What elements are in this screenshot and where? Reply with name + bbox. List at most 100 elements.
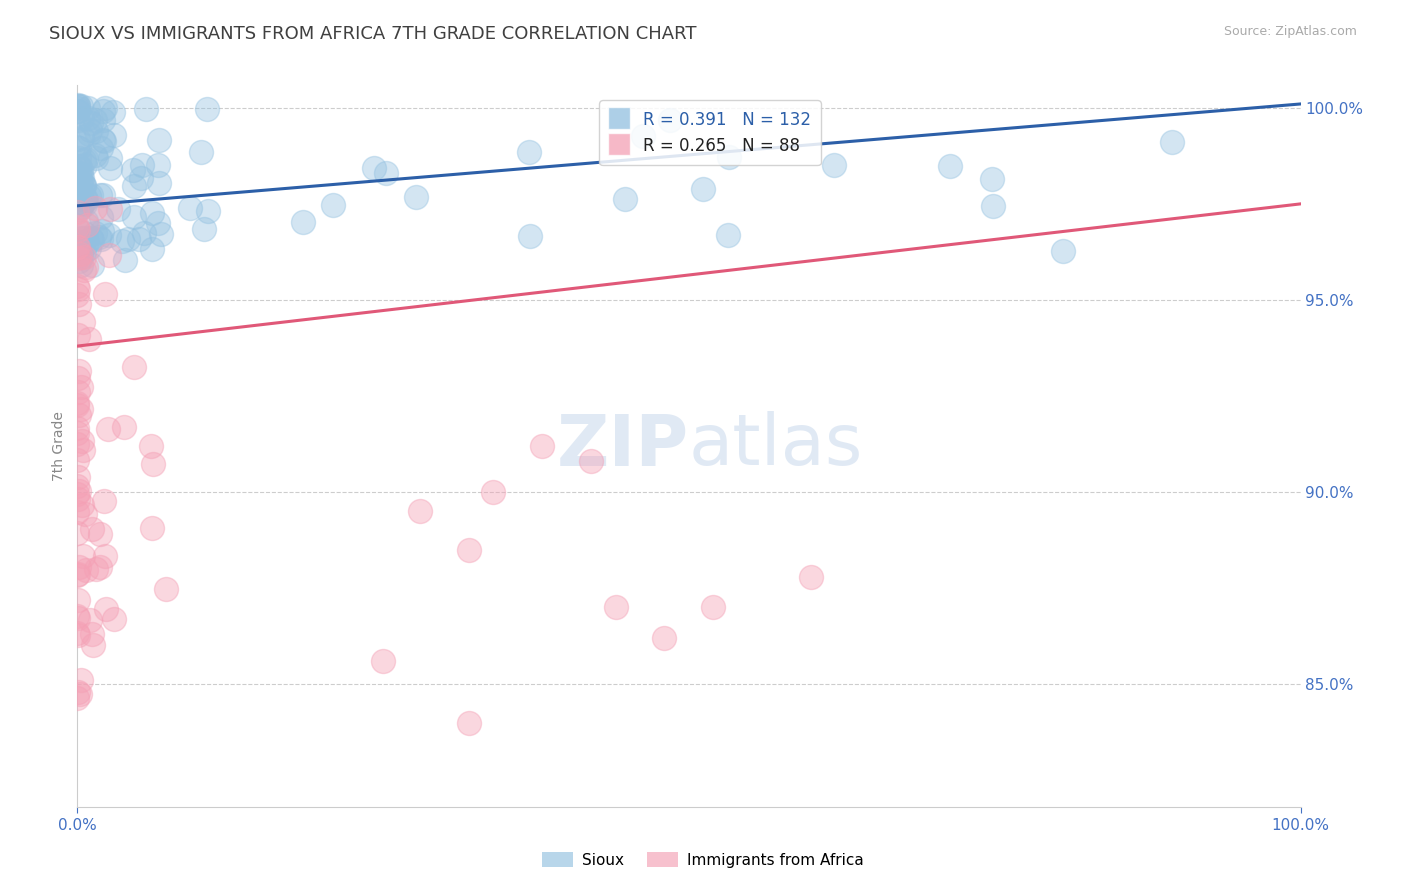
Point — [90, 141, 112, 155]
Point — [83, 201, 105, 215]
Point — [66, 240, 89, 254]
Point — [80, 522, 103, 536]
Point — [66, 478, 89, 492]
Point — [141, 521, 163, 535]
Legend: Sioux, Immigrants from Africa: Sioux, Immigrants from Africa — [536, 846, 870, 873]
Point — [94, 101, 117, 115]
Point — [73, 250, 96, 264]
Point — [800, 569, 823, 583]
Point — [66, 171, 89, 186]
Point — [67, 194, 90, 209]
Point — [70, 434, 93, 448]
Point — [66, 181, 89, 195]
Point — [69, 167, 91, 181]
Point — [131, 158, 153, 172]
Point — [73, 507, 96, 521]
Point — [67, 159, 90, 173]
Point — [66, 190, 89, 204]
Point — [67, 560, 90, 574]
Point — [69, 244, 91, 258]
Point — [89, 527, 111, 541]
Point — [717, 150, 740, 164]
Point — [70, 250, 93, 264]
Text: SIOUX VS IMMIGRANTS FROM AFRICA 7TH GRADE CORRELATION CHART: SIOUX VS IMMIGRANTS FROM AFRICA 7TH GRAD… — [49, 25, 697, 43]
Point — [73, 244, 96, 259]
Point — [79, 128, 101, 142]
Point — [66, 371, 89, 385]
Point — [981, 198, 1004, 212]
Point — [939, 159, 962, 173]
Point — [1052, 244, 1074, 258]
Point — [67, 484, 90, 499]
Point — [66, 220, 89, 235]
Point — [69, 401, 91, 416]
Point — [70, 162, 93, 177]
Point — [94, 549, 117, 563]
Point — [142, 457, 165, 471]
Point — [66, 204, 89, 219]
Point — [122, 360, 145, 375]
Point — [67, 409, 90, 423]
Point — [75, 153, 97, 167]
Point — [90, 210, 112, 224]
Point — [103, 104, 125, 119]
Point — [179, 201, 201, 215]
Point — [66, 98, 89, 112]
Point — [193, 222, 215, 236]
Point — [375, 166, 398, 180]
Point — [73, 231, 96, 245]
Point — [122, 178, 145, 193]
Point — [69, 297, 91, 311]
Point — [70, 111, 93, 125]
Point — [80, 188, 103, 202]
Point — [117, 232, 139, 246]
Point — [190, 145, 212, 159]
Point — [66, 327, 89, 342]
Point — [91, 224, 114, 238]
Point — [75, 193, 97, 207]
Point — [702, 600, 724, 615]
Point — [72, 549, 94, 564]
Text: atlas: atlas — [689, 411, 863, 481]
Point — [70, 258, 93, 272]
Point — [67, 566, 90, 581]
Point — [87, 229, 110, 244]
Point — [531, 439, 554, 453]
Point — [363, 161, 385, 176]
Point — [371, 654, 394, 668]
Point — [67, 99, 90, 113]
Point — [135, 103, 157, 117]
Point — [79, 123, 101, 137]
Point — [150, 227, 173, 241]
Point — [66, 241, 89, 255]
Point — [67, 167, 90, 181]
Point — [66, 104, 89, 119]
Point — [132, 226, 155, 240]
Legend: R = 0.391   N = 132, R = 0.265   N = 88: R = 0.391 N = 132, R = 0.265 N = 88 — [599, 100, 821, 165]
Point — [141, 206, 163, 220]
Point — [75, 214, 97, 228]
Point — [457, 715, 479, 730]
Point — [141, 439, 163, 453]
Point — [73, 178, 96, 192]
Point — [77, 189, 100, 203]
Point — [98, 161, 121, 176]
Point — [66, 112, 89, 127]
Point — [76, 218, 98, 232]
Point — [66, 384, 89, 399]
Point — [654, 631, 676, 645]
Point — [111, 234, 134, 248]
Point — [405, 190, 427, 204]
Point — [70, 129, 93, 144]
Point — [66, 102, 89, 116]
Point — [77, 241, 100, 255]
Point — [67, 240, 90, 254]
Point — [98, 202, 121, 216]
Point — [482, 485, 505, 500]
Point — [67, 141, 90, 155]
Point — [77, 332, 100, 346]
Point — [67, 628, 90, 642]
Point — [66, 685, 89, 699]
Point — [70, 236, 93, 251]
Point — [66, 288, 89, 302]
